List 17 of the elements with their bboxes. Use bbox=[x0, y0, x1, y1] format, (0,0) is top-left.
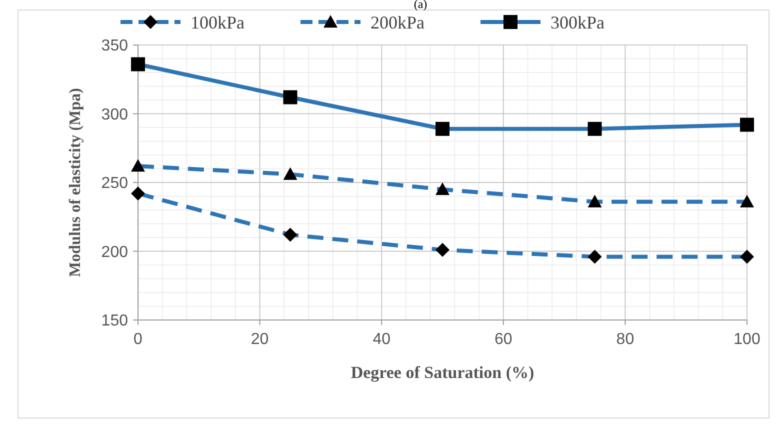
y-tick-label: 200 bbox=[101, 244, 128, 261]
y-tick-label: 150 bbox=[101, 312, 128, 330]
x-tick-label: 60 bbox=[494, 331, 512, 348]
x-tick-label: 40 bbox=[372, 331, 391, 348]
x-tick-label: 20 bbox=[250, 331, 269, 348]
y-tick-label: 250 bbox=[101, 175, 128, 192]
y-tick-label: 300 bbox=[101, 106, 128, 124]
x-tick-label: 0 bbox=[134, 331, 143, 348]
legend-label: 100kPa bbox=[190, 12, 245, 32]
legend-label: 300kPa bbox=[550, 12, 605, 32]
x-tick-label: 80 bbox=[616, 331, 634, 348]
y-tick-label: 350 bbox=[101, 38, 128, 55]
x-axis-title: Degree of Saturation (%) bbox=[350, 363, 534, 382]
text: (a) bbox=[414, 0, 428, 11]
legend-label: 200kPa bbox=[370, 12, 425, 32]
x-tick-label: 100 bbox=[734, 331, 760, 348]
y-axis-title: Modulus of elasticity (Mpa) bbox=[67, 88, 84, 277]
